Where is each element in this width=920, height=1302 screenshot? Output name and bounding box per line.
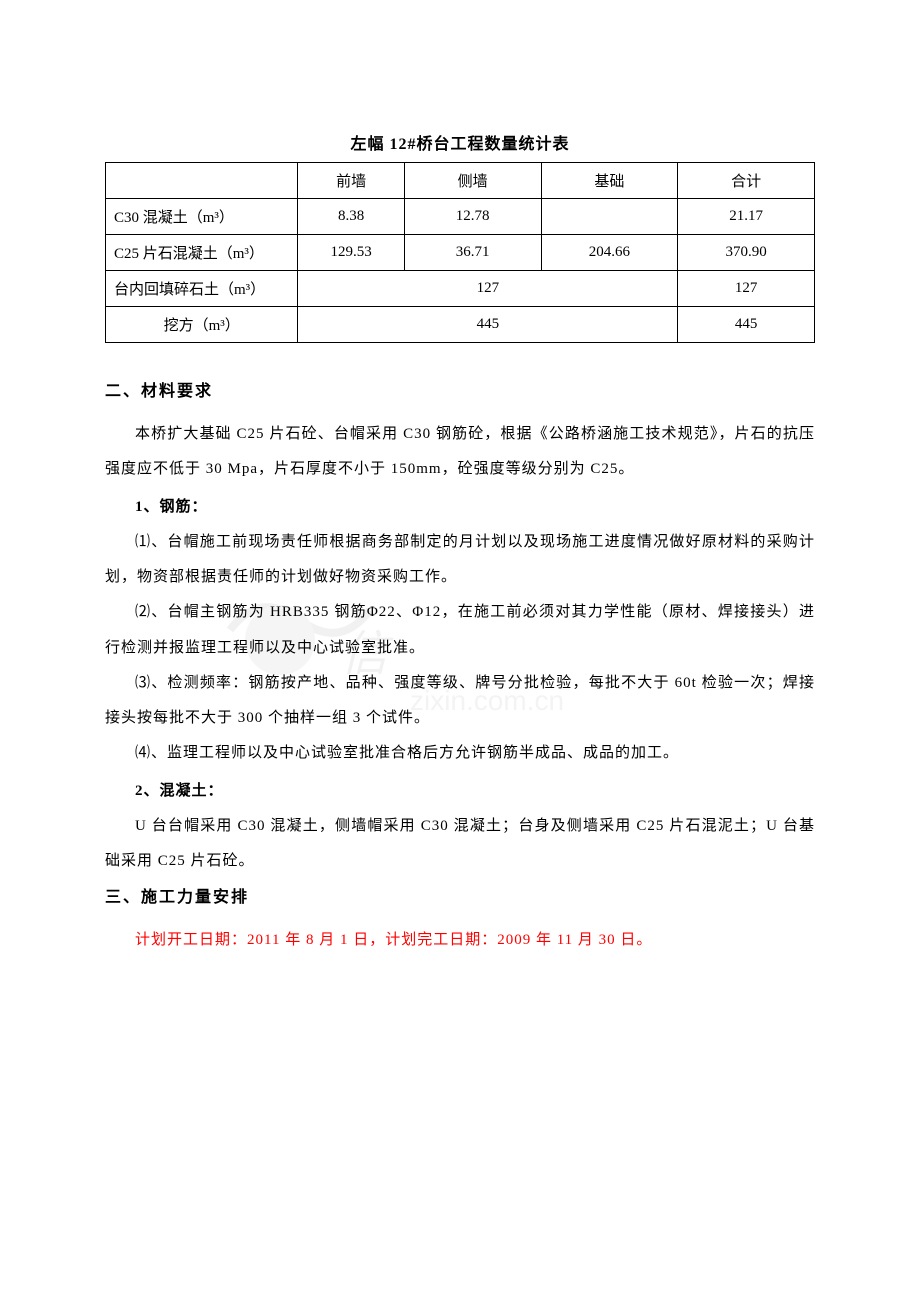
table-cell: 370.90 — [678, 235, 815, 271]
table-row: C30 混凝土（m³） 8.38 12.78 21.17 — [106, 199, 815, 235]
paragraph: U 台台帽采用 C30 混凝土，侧墙帽采用 C30 混凝土；台身及侧墙采用 C2… — [105, 809, 815, 880]
schedule-text: 计划开工日期：2011 年 8 月 1 日，计划完工日期：2009 年 11 月… — [105, 923, 815, 958]
paragraph: ⑴、台帽施工前现场责任师根据商务部制定的月计划以及现场施工进度情况做好原材料的采… — [105, 525, 815, 596]
row-label: 台内回填碎石土（m³） — [106, 271, 298, 307]
table-row: 台内回填碎石土（m³） 127 127 — [106, 271, 815, 307]
section-heading-labor: 三、施工力量安排 — [105, 883, 815, 907]
paragraph: 本桥扩大基础 C25 片石砼、台帽采用 C30 钢筋砼，根据《公路桥涵施工技术规… — [105, 417, 815, 488]
table-cell: 204.66 — [541, 235, 678, 271]
table-header: 前墙 — [298, 163, 404, 199]
row-label: C25 片石混凝土（m³） — [106, 235, 298, 271]
table-cell: 12.78 — [404, 199, 541, 235]
table-header: 合计 — [678, 163, 815, 199]
row-label: 挖方（m³） — [106, 307, 298, 343]
page-content: 左幅 12#桥台工程数量统计表 前墙 侧墙 基础 合计 C30 混凝土（m³） … — [105, 130, 815, 959]
table-cell: 445 — [678, 307, 815, 343]
row-label: C30 混凝土（m³） — [106, 199, 298, 235]
table-cell-merged: 127 — [298, 271, 678, 307]
table-cell: 36.71 — [404, 235, 541, 271]
table-cell — [541, 199, 678, 235]
table-header: 侧墙 — [404, 163, 541, 199]
table-cell: 129.53 — [298, 235, 404, 271]
table-cell-merged: 445 — [298, 307, 678, 343]
table-row: C25 片石混凝土（m³） 129.53 36.71 204.66 370.90 — [106, 235, 815, 271]
table-header-blank — [106, 163, 298, 199]
table-header-row: 前墙 侧墙 基础 合计 — [106, 163, 815, 199]
sub-heading-steel: 1、钢筋： — [105, 490, 815, 525]
table-cell: 127 — [678, 271, 815, 307]
table-title: 左幅 12#桥台工程数量统计表 — [105, 130, 815, 154]
paragraph: ⑶、检测频率：钢筋按产地、品种、强度等级、牌号分批检验，每批不大于 60t 检验… — [105, 666, 815, 737]
table-cell: 21.17 — [678, 199, 815, 235]
table-row: 挖方（m³） 445 445 — [106, 307, 815, 343]
paragraph: ⑷、监理工程师以及中心试验室批准合格后方允许钢筋半成品、成品的加工。 — [105, 736, 815, 771]
table-header: 基础 — [541, 163, 678, 199]
section-heading-materials: 二、材料要求 — [105, 377, 815, 401]
paragraph: ⑵、台帽主钢筋为 HRB335 钢筋Φ22、Φ12，在施工前必须对其力学性能（原… — [105, 595, 815, 666]
table-cell: 8.38 — [298, 199, 404, 235]
quantity-table: 前墙 侧墙 基础 合计 C30 混凝土（m³） 8.38 12.78 21.17… — [105, 162, 815, 343]
sub-heading-concrete: 2、混凝土： — [105, 774, 815, 809]
